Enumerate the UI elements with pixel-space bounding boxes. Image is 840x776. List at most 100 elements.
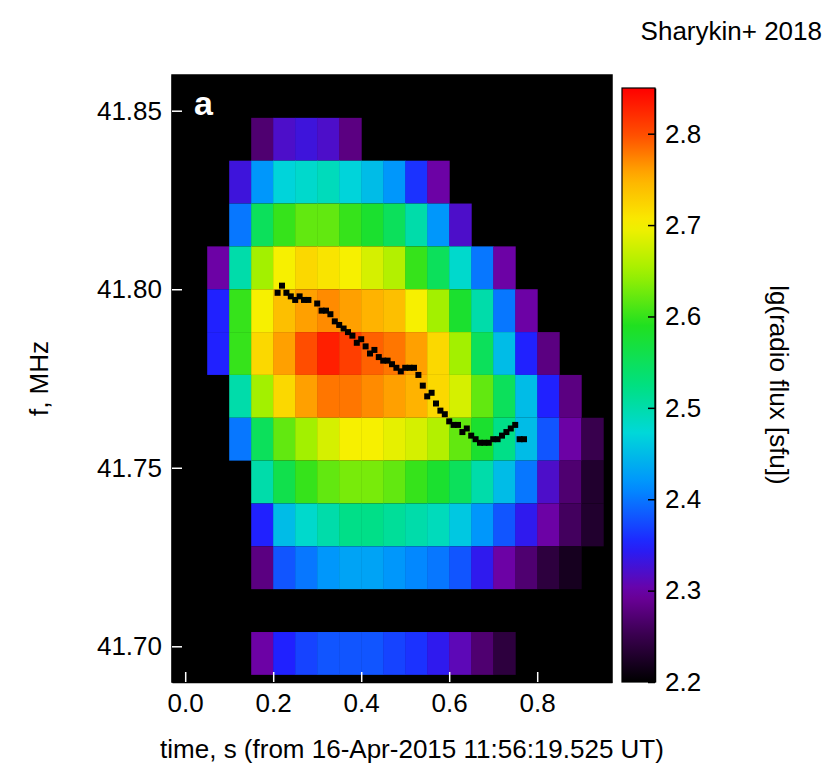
tick: 2.7: [648, 210, 701, 240]
heatmap-cell: [493, 375, 516, 418]
heatmap-cell: [493, 546, 516, 589]
tick-mark: [648, 499, 655, 501]
heatmap-cell: [273, 246, 296, 289]
heatmap-cell: [339, 246, 362, 289]
heatmap-cell: [317, 246, 340, 289]
heatmap-cell: [361, 632, 384, 675]
heatmap-cell: [405, 204, 428, 247]
heatmap-cell: [471, 546, 494, 589]
axis-line: [173, 682, 613, 684]
heatmap-cell: [383, 418, 406, 461]
heatmap-cell: [339, 632, 362, 675]
scatter-point: [433, 400, 439, 406]
heatmap-cell: [471, 332, 494, 375]
tick: 41.70: [97, 631, 182, 661]
tick-label: 41.75: [97, 453, 162, 483]
tick-mark: [172, 646, 182, 648]
heatmap-cell: [559, 546, 582, 589]
heatmap-cell: [361, 461, 384, 504]
heatmap-cell: [295, 632, 318, 675]
scatter-point: [305, 297, 311, 303]
heatmap-cell: [559, 503, 582, 546]
heatmap-cell: [295, 332, 318, 375]
heatmap-cell: [295, 461, 318, 504]
tick-label: 2.7: [665, 210, 701, 240]
heatmap-cell: [361, 418, 384, 461]
heatmap-cell: [405, 289, 428, 332]
heatmap-cell: [273, 118, 296, 161]
chart: 0.00.20.40.60.841.7041.7541.8041.852.22.…: [0, 0, 840, 776]
heatmap-cell: [317, 118, 340, 161]
heatmap-cell: [361, 375, 384, 418]
plot-marks: [207, 118, 604, 675]
heatmap-cell: [471, 503, 494, 546]
heatmap-cell: [339, 289, 362, 332]
heatmap-cell: [361, 161, 384, 204]
axis: 2.22.32.42.52.62.72.8: [648, 89, 701, 697]
axis-line: [655, 89, 657, 683]
tick-label: 2.3: [665, 575, 701, 605]
heatmap-cell: [251, 204, 274, 247]
heatmap-cell: [339, 204, 362, 247]
plot-frame: [172, 75, 612, 682]
heatmap-cell: [449, 375, 472, 418]
heatmap-cell: [361, 289, 384, 332]
heatmap-cell: [317, 632, 340, 675]
tick-mark: [648, 682, 655, 684]
heatmap-cell: [361, 546, 384, 589]
tick: 41.75: [97, 453, 182, 483]
tick: 2.5: [648, 393, 701, 423]
heatmap-cell: [427, 246, 450, 289]
heatmap-cell: [251, 632, 274, 675]
tick: 41.85: [97, 96, 182, 126]
tick-mark: [172, 110, 182, 112]
tick-mark: [185, 672, 187, 682]
heatmap-cell: [383, 204, 406, 247]
heatmap-cell: [405, 546, 428, 589]
heatmap-cell: [273, 204, 296, 247]
scatter-point: [314, 301, 320, 307]
tick-label: 2.6: [665, 301, 701, 331]
scatter-point: [512, 422, 518, 428]
tick-label: 0.0: [168, 688, 204, 718]
heatmap-cell: [251, 332, 274, 375]
heatmap-cell: [405, 418, 428, 461]
tick: 41.80: [97, 274, 182, 304]
heatmap-cell: [207, 289, 230, 332]
heatmap-cell: [427, 503, 450, 546]
heatmap-cell: [295, 546, 318, 589]
heatmap-cell: [405, 461, 428, 504]
tick: 0.2: [256, 672, 292, 718]
colorbar-title: lg(radio flux [sfu]): [764, 285, 794, 484]
heatmap-cell: [493, 503, 516, 546]
tick: 0.4: [344, 672, 380, 718]
heatmap-cell: [427, 375, 450, 418]
heatmap-cell: [339, 461, 362, 504]
scatter-point: [420, 383, 426, 389]
tick-mark: [648, 133, 655, 135]
heatmap-cell: [449, 332, 472, 375]
heatmap-cell: [229, 418, 252, 461]
scatter-point: [358, 336, 364, 342]
tick-mark: [648, 590, 655, 592]
heatmap-cell: [405, 246, 428, 289]
heatmap-cell: [229, 161, 252, 204]
heatmap-cell: [515, 461, 538, 504]
heatmap-cell: [273, 546, 296, 589]
tick-mark: [648, 408, 655, 410]
heatmap-cell: [383, 632, 406, 675]
heatmap-cell: [295, 503, 318, 546]
heatmap-cell: [471, 246, 494, 289]
heatmap-cell: [317, 546, 340, 589]
heatmap-cell: [251, 118, 274, 161]
heatmap-cell: [383, 289, 406, 332]
tick-mark: [537, 672, 539, 682]
tick-label: 2.5: [665, 393, 701, 423]
heatmap-cell: [515, 289, 538, 332]
heatmap-cell: [383, 461, 406, 504]
scatter-point: [429, 390, 435, 396]
tick-label: 0.8: [520, 688, 556, 718]
scatter-point: [415, 372, 421, 378]
heatmap-cell: [537, 418, 560, 461]
x-axis-title: time, s (from 16-Apr-2015 11:56:19.525 U…: [160, 734, 664, 764]
